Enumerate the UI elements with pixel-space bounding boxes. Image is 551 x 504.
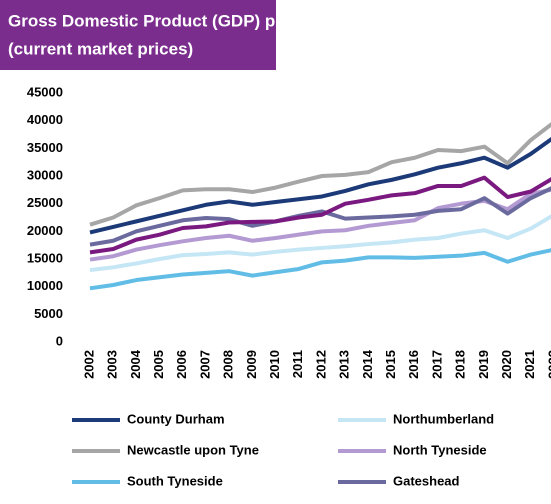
x-tick-label: 2002 <box>81 350 96 379</box>
x-tick-label: 2004 <box>128 349 143 379</box>
x-tick-label: 2009 <box>244 350 259 379</box>
y-tick-label: 25000 <box>27 195 63 210</box>
series-line <box>89 136 551 235</box>
x-tick-label: 2010 <box>267 350 282 379</box>
y-tick-label: 30000 <box>27 167 63 182</box>
x-tick-label: 2003 <box>105 350 120 379</box>
x-tick-label: 2020 <box>499 350 514 379</box>
x-tick-label: 2016 <box>406 350 421 379</box>
x-tick-label: 2018 <box>453 350 468 379</box>
x-tick-label: 2022 <box>545 350 551 379</box>
legend-label: Northumberland <box>393 411 494 426</box>
x-tick-label: 2005 <box>151 350 166 379</box>
series-line <box>89 248 551 291</box>
x-tick-label: 2021 <box>522 350 537 379</box>
x-tick-label: 2011 <box>290 350 305 378</box>
legend-label: County Durham <box>127 411 225 426</box>
series-line <box>89 122 551 227</box>
x-tick-label: 2015 <box>383 350 398 379</box>
y-tick-label: 0 <box>56 333 63 348</box>
y-tick-label: 20000 <box>27 223 63 238</box>
y-tick-label: 15000 <box>27 250 63 265</box>
chart-title: Gross Domestic Product (GDP) per Head <box>8 11 338 30</box>
y-tick-label: 35000 <box>27 140 63 155</box>
x-tick-label: 2017 <box>429 350 444 379</box>
y-tick-label: 10000 <box>27 278 63 293</box>
title-banner <box>0 0 276 70</box>
legend-label: Gateshead <box>393 473 460 488</box>
x-tick-label: 2007 <box>197 350 212 379</box>
y-tick-label: 45000 <box>27 84 63 99</box>
x-tick-label: 2019 <box>476 350 491 379</box>
legend-label: South Tyneside <box>127 473 223 488</box>
chart-subtitle: (current market prices) <box>8 39 193 58</box>
series-line <box>89 214 551 273</box>
x-tick-label: 2008 <box>221 350 236 379</box>
legend-label: Newcastle upon Tyne <box>127 442 259 457</box>
series-line <box>89 186 551 247</box>
series-line <box>89 175 551 255</box>
x-tick-label: 2012 <box>313 350 328 379</box>
x-tick-label: 2014 <box>360 349 375 379</box>
y-tick-label: 5000 <box>34 306 63 321</box>
x-tick-label: 2006 <box>174 350 189 379</box>
y-tick-label: 40000 <box>27 112 63 127</box>
legend-label: North Tyneside <box>393 442 487 457</box>
x-tick-label: 2013 <box>337 350 352 379</box>
